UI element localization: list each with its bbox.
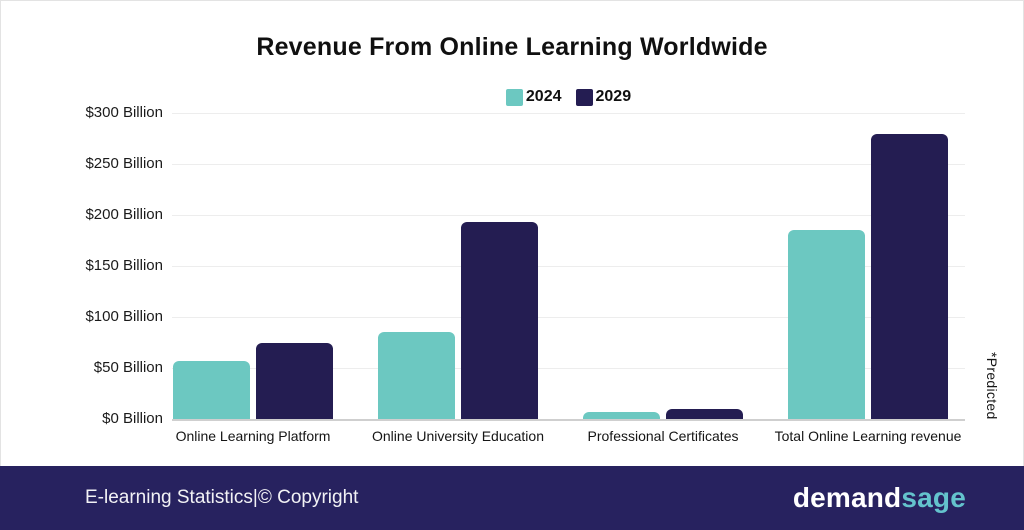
bar-2024 bbox=[583, 411, 660, 419]
y-axis-tick-label: $50 Billion bbox=[93, 359, 163, 376]
logo-demand-text: demand bbox=[792, 482, 902, 513]
y-axis-labels: $300 Billion $250 Billion $200 Billion $150… bbox=[0, 104, 163, 427]
bar-2024 bbox=[378, 332, 455, 419]
y-axis-tick-label: $250 Billion bbox=[85, 154, 163, 172]
bar-group bbox=[788, 113, 948, 419]
gridline bbox=[172, 215, 965, 216]
bar-group bbox=[173, 113, 333, 419]
legend-label-2024: 2024 bbox=[525, 88, 562, 105]
category-label: Professional Certificates bbox=[587, 428, 739, 444]
legend-swatch-2024-icon bbox=[505, 88, 523, 106]
chart-title: Revenue From Online Learning Worldwide bbox=[256, 33, 768, 61]
category-label: Online Learning Platform bbox=[175, 428, 331, 444]
legend: 2024 2029 bbox=[172, 88, 965, 106]
footer: E-learning Statistics|© Copyright demand… bbox=[0, 466, 1024, 530]
gridline bbox=[172, 368, 965, 369]
y-axis-tick-label: $150 Billion bbox=[85, 257, 163, 274]
demandsage-logo: demandsage bbox=[793, 482, 966, 514]
bar-2024 bbox=[173, 360, 250, 419]
category-label: Total Online Learning revenue bbox=[774, 428, 962, 444]
bar-2029 bbox=[256, 342, 333, 419]
predicted-note: *Predicted bbox=[984, 352, 1000, 420]
gridline bbox=[172, 317, 965, 318]
bar-2029 bbox=[871, 134, 948, 419]
bar-2024 bbox=[788, 230, 865, 419]
plot-area: Online Learning Platform Online Universit… bbox=[172, 113, 965, 444]
y-axis-tick-label: $0 Billion bbox=[102, 410, 163, 427]
bar-2029 bbox=[461, 222, 538, 419]
bar-2029 bbox=[666, 408, 743, 419]
gridline bbox=[172, 164, 965, 165]
gridline bbox=[172, 266, 965, 267]
legend-swatch-2029-icon bbox=[575, 88, 593, 106]
legend-label-2029: 2029 bbox=[595, 88, 632, 105]
gridline bbox=[172, 113, 965, 114]
legend-item-2024: 2024 bbox=[505, 88, 562, 106]
y-axis-tick-label: $100 Billion bbox=[85, 307, 163, 325]
legend-item-2029: 2029 bbox=[575, 88, 632, 106]
y-axis-tick-label: $300 Billion bbox=[85, 104, 163, 121]
y-axis-tick-label: $200 Billion bbox=[85, 205, 163, 223]
footer-copyright-text: E-learning Statistics|© Copyright bbox=[85, 487, 359, 508]
logo-sage-text: sage bbox=[901, 482, 966, 513]
bar-group bbox=[378, 113, 538, 419]
bar-group bbox=[583, 113, 743, 419]
category-label: Online University Education bbox=[372, 428, 544, 444]
